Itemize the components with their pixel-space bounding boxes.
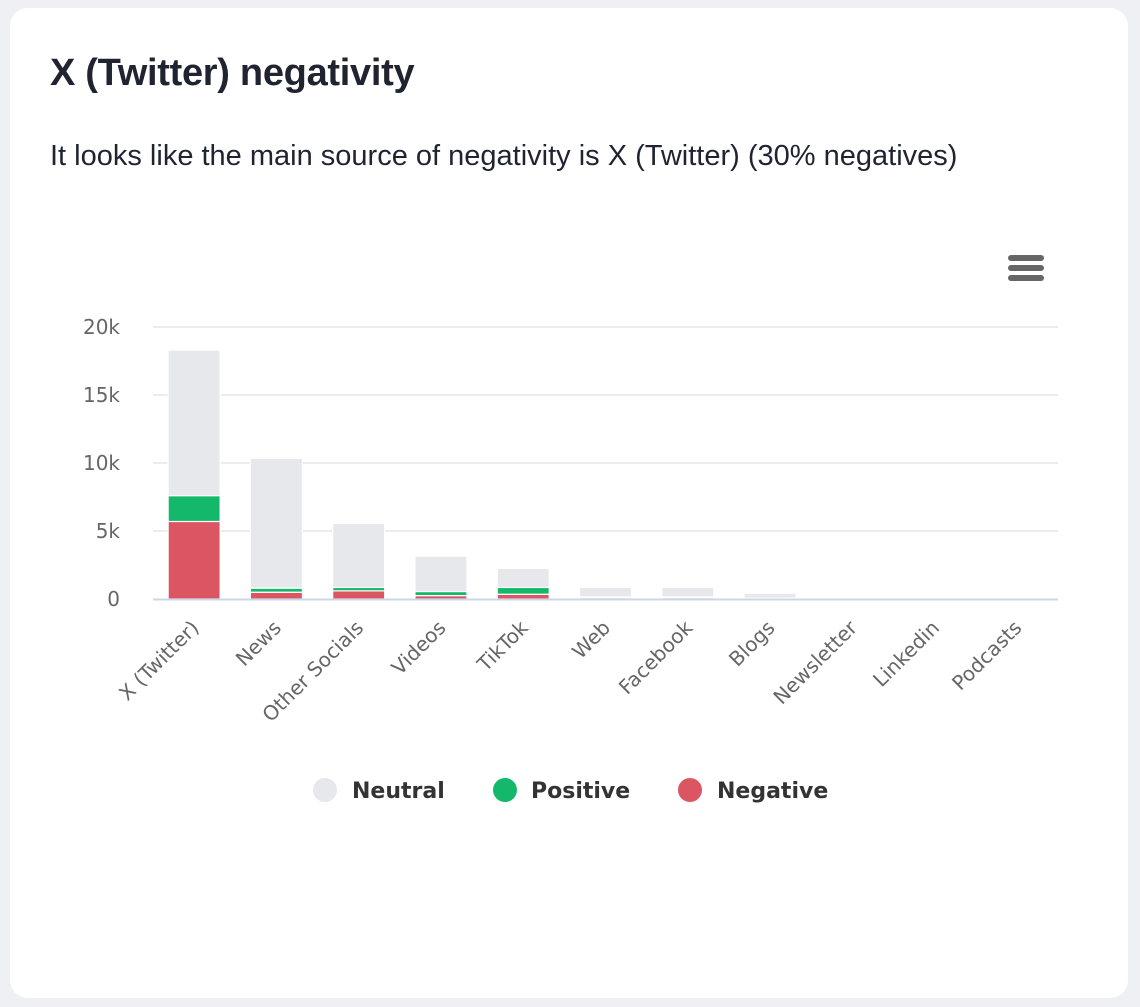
bar-positive[interactable] (414, 590, 468, 597)
x-tick-label: Facebook (614, 615, 698, 699)
menu-line (1008, 265, 1044, 271)
bar-neutral[interactable] (167, 349, 221, 497)
bar-neutral[interactable] (661, 586, 715, 598)
bar-neutral[interactable] (332, 522, 386, 589)
x-tick-label: TikTok (472, 615, 533, 676)
bar-negative[interactable] (249, 591, 304, 600)
legend-swatch-positive (493, 778, 517, 802)
bar-positive[interactable] (167, 495, 221, 523)
bar-neutral[interactable] (249, 457, 304, 589)
y-tick-label: 10k (83, 451, 120, 475)
bar-neutral[interactable] (743, 592, 797, 599)
y-axis-ticks: 0 5k 10k 15k 20k (83, 315, 120, 611)
bar-neutral[interactable] (578, 586, 633, 598)
chart-legend[interactable]: Neutral Positive Negative (313, 778, 828, 804)
bar-neutral[interactable] (496, 567, 550, 589)
y-tick-label: 15k (83, 383, 120, 407)
x-tick-label: Web (567, 616, 615, 664)
x-tick-label: Videos (387, 616, 451, 680)
x-tick-label: News (231, 616, 286, 671)
y-tick-label: 5k (96, 519, 121, 543)
bar-negative[interactable] (167, 520, 221, 600)
legend-label-neutral: Neutral (352, 779, 445, 804)
bar-positive[interactable] (496, 586, 550, 595)
bar-neutral[interactable] (414, 555, 468, 593)
y-tick-label: 0 (107, 587, 120, 611)
x-tick-label: Newsletter (768, 615, 862, 709)
legend-item-neutral[interactable]: Neutral (313, 778, 445, 804)
x-tick-label: Linkedin (868, 616, 944, 692)
legend-item-negative[interactable]: Negative (678, 778, 828, 804)
x-tick-label: Podcasts (947, 616, 1026, 695)
legend-label-negative: Negative (717, 779, 828, 804)
legend-swatch-negative (678, 778, 702, 802)
card-title: X (Twitter) negativity (50, 52, 415, 94)
legend-swatch-neutral (313, 778, 337, 802)
chart-bars[interactable] (167, 349, 1044, 600)
card-subtitle: It looks like the main source of negativ… (50, 140, 958, 172)
hamburger-menu-icon[interactable] (1004, 246, 1048, 288)
legend-item-positive[interactable]: Positive (493, 778, 630, 804)
menu-line (1008, 275, 1044, 281)
legend-label-positive: Positive (531, 779, 630, 804)
x-tick-label: Blogs (724, 616, 780, 672)
bar-negative[interactable] (496, 593, 550, 600)
bar-negative[interactable] (332, 590, 386, 600)
y-tick-label: 20k (83, 315, 120, 339)
menu-line (1008, 255, 1044, 261)
chart-gridlines (153, 326, 1058, 532)
x-tick-label: X (Twitter) (114, 616, 204, 706)
bar-positive[interactable] (249, 587, 304, 593)
